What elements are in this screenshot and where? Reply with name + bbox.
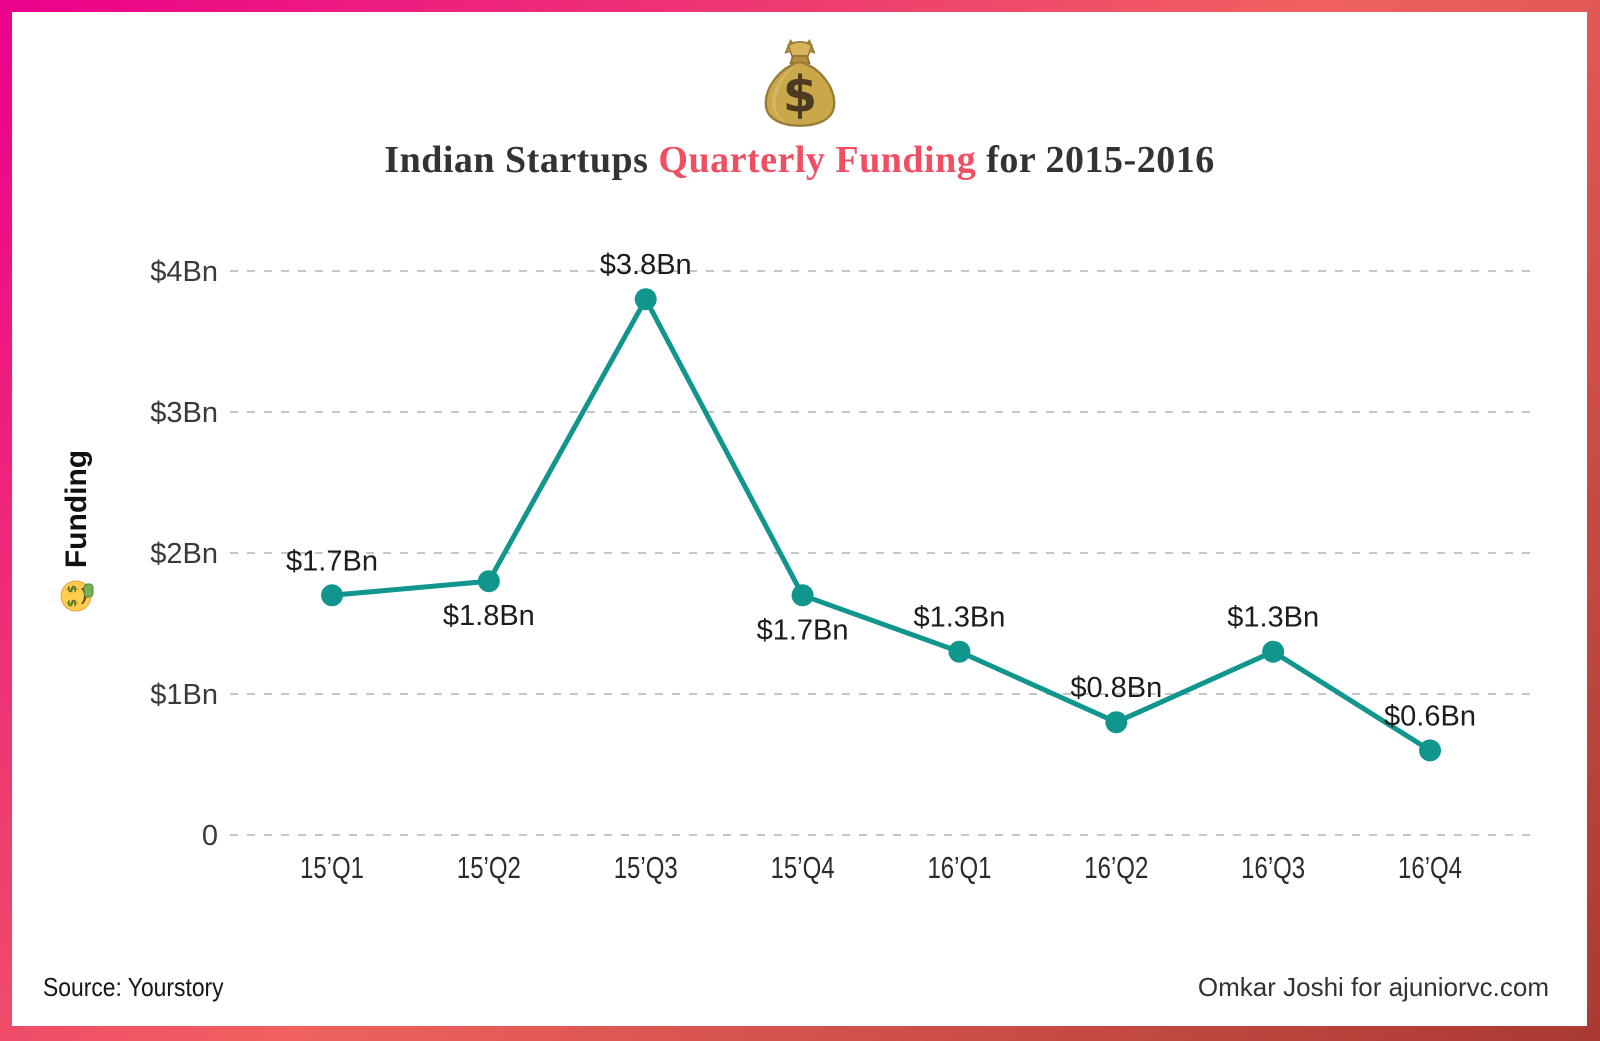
data-point-label: $0.8Bn bbox=[1070, 672, 1162, 704]
data-point bbox=[634, 288, 657, 311]
y-tick-label: $4Bn bbox=[150, 256, 218, 288]
data-point bbox=[948, 640, 971, 663]
x-tick-label: 15’Q1 bbox=[300, 850, 364, 885]
source-note: Source: Yourstory bbox=[43, 972, 224, 1002]
data-point-label: $1.7Bn bbox=[286, 545, 378, 577]
data-point-label: $0.6Bn bbox=[1384, 700, 1476, 732]
funding-line bbox=[329, 296, 1433, 753]
data-point bbox=[1262, 640, 1285, 663]
title-accent: Quarterly Funding bbox=[658, 139, 977, 181]
data-point bbox=[1419, 739, 1442, 762]
x-tick-label: 15’Q4 bbox=[771, 850, 835, 885]
data-point bbox=[1105, 711, 1128, 734]
data-point bbox=[791, 584, 814, 607]
page-title: Indian Startups Quarterly Funding for 20… bbox=[12, 138, 1587, 182]
title-part-2: for 2015-2016 bbox=[976, 139, 1215, 181]
data-point-label: $1.7Bn bbox=[757, 614, 849, 646]
x-tick-label: 16’Q1 bbox=[927, 850, 991, 885]
funding-line-chart: $4Bn $3Bn $2Bn $1Bn 0 $1.7Bn $1.8Bn $3.8Bn $1.7B… bbox=[150, 249, 1532, 885]
data-point bbox=[321, 584, 343, 607]
svg-text:$: $ bbox=[782, 65, 816, 123]
infographic-canvas: $ Indian Startups Quarterly Funding for … bbox=[12, 12, 1587, 1026]
x-tick-label: 16’Q4 bbox=[1398, 850, 1462, 885]
data-point-label: $1.8Bn bbox=[443, 600, 535, 632]
svg-text:$: $ bbox=[65, 599, 79, 607]
y-tick-label: $1Bn bbox=[150, 679, 218, 711]
data-point-label: $3.8Bn bbox=[600, 249, 692, 281]
svg-text:$: $ bbox=[65, 585, 79, 593]
x-tick-label: 15’Q3 bbox=[614, 850, 678, 885]
title-part-1: Indian Startups bbox=[384, 139, 659, 181]
y-tick-label: $3Bn bbox=[150, 397, 218, 429]
x-tick-label: 15’Q2 bbox=[457, 850, 521, 885]
x-tick-label: 16’Q2 bbox=[1084, 850, 1148, 885]
data-point-label: $1.3Bn bbox=[913, 602, 1005, 634]
data-point bbox=[477, 570, 500, 593]
money-bag-icon: $ bbox=[764, 39, 835, 127]
y-tick-label: 0 bbox=[202, 820, 218, 852]
x-tick-label: 16’Q3 bbox=[1241, 850, 1305, 885]
y-axis-title: $ $ Funding bbox=[57, 422, 97, 642]
data-point-label: $1.3Bn bbox=[1227, 602, 1319, 634]
credit-note: Omkar Joshi for ajuniorvc.com bbox=[1197, 972, 1549, 1002]
y-tick-label: $2Bn bbox=[150, 538, 218, 570]
money-mouth-face-icon: $ $ bbox=[60, 580, 94, 612]
